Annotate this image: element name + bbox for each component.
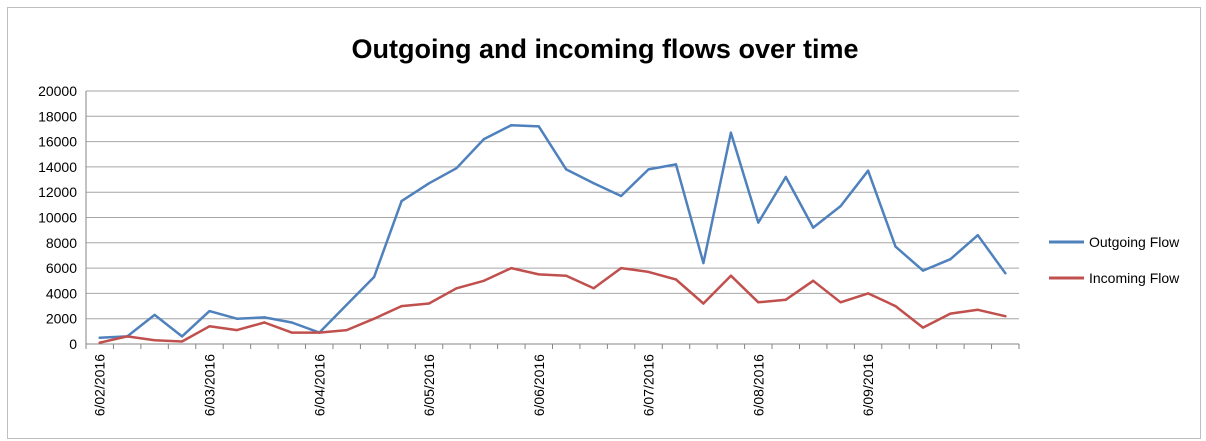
data-point: [153, 313, 156, 317]
data-point: [565, 274, 568, 277]
data-point: [592, 287, 595, 290]
data-point: [757, 221, 760, 224]
x-tick-label: 6/08/2016: [750, 354, 766, 416]
data-point: [1004, 314, 1007, 318]
data-point: [811, 226, 815, 229]
data-point: [592, 182, 595, 185]
data-point: [1004, 271, 1007, 275]
data-point: [894, 245, 897, 248]
data-point: [976, 234, 980, 237]
data-point: [482, 137, 486, 141]
data-point: [510, 123, 513, 127]
data-point: [455, 166, 458, 170]
data-point: [784, 175, 787, 179]
y-tick-label: 20000: [38, 83, 77, 99]
data-point: [647, 270, 650, 274]
legend: Outgoing Flow Incoming Flow: [1049, 234, 1180, 286]
line-chart: Outgoing and incoming flows over time 0 2…: [38, 34, 1180, 416]
data-point: [729, 131, 733, 134]
data-point: [180, 335, 184, 338]
data-point: [125, 335, 129, 338]
data-point: [345, 303, 348, 306]
data-point: [263, 316, 266, 319]
series-line-outgoing: [98, 123, 1007, 339]
data-point: [263, 321, 266, 324]
data-point: [674, 163, 678, 166]
data-point: [153, 339, 156, 342]
data-point: [839, 301, 842, 304]
y-tick-label: 14000: [38, 159, 77, 175]
chart-frame: Outgoing and incoming flows over time 0 2…: [7, 7, 1201, 439]
data-point: [318, 331, 321, 334]
data-point: [427, 182, 431, 185]
data-point: [757, 301, 760, 304]
y-tick-label: 12000: [38, 184, 77, 200]
y-tick-label: 6000: [46, 260, 77, 276]
data-point: [400, 304, 403, 308]
data-point: [345, 328, 348, 332]
data-point: [537, 273, 540, 276]
data-point: [427, 302, 431, 305]
x-axis: 6/02/2016 6/03/2016 6/04/2016 6/05/2016 6/06…: [85, 343, 1020, 416]
y-tick-label: 4000: [46, 285, 77, 301]
x-tick-label: 6/05/2016: [421, 354, 437, 416]
y-tick-label: 16000: [38, 134, 77, 150]
data-point: [290, 331, 294, 334]
data-point: [98, 341, 101, 344]
y-tick-label: 0: [69, 336, 77, 352]
data-point: [372, 317, 376, 320]
data-point: [729, 274, 733, 277]
data-point: [702, 302, 705, 305]
data-point: [619, 266, 623, 270]
series-line-incoming: [98, 266, 1007, 344]
data-point: [949, 258, 952, 261]
data-point: [894, 304, 897, 308]
y-tick-label: 10000: [38, 210, 77, 226]
data-point: [510, 266, 513, 270]
y-tick-label: 2000: [46, 311, 77, 327]
x-tick-label: 6/02/2016: [92, 354, 108, 416]
legend-label: Outgoing Flow: [1089, 234, 1180, 250]
data-point: [372, 275, 376, 279]
chart-title: Outgoing and incoming flows over time: [351, 34, 858, 64]
data-point: [866, 292, 870, 295]
x-tick-label: 6/06/2016: [531, 354, 547, 416]
data-point: [702, 261, 705, 265]
data-point: [482, 279, 486, 282]
x-tick-label: 6/03/2016: [201, 354, 217, 416]
data-point: [208, 309, 211, 313]
x-tick-label: 6/09/2016: [860, 354, 876, 416]
y-tick-label: 18000: [38, 108, 77, 124]
data-point: [866, 169, 870, 172]
data-point: [784, 298, 787, 301]
data-point: [180, 340, 184, 343]
gridlines: [86, 90, 1019, 345]
y-axis: 0 2000 4000 6000 8000 10000 12000 14000 16000 180…: [38, 83, 87, 352]
data-point: [235, 328, 239, 332]
data-point: [647, 168, 650, 171]
data-point: [208, 325, 211, 328]
data-point: [235, 317, 239, 320]
data-point: [839, 204, 842, 208]
data-point: [400, 199, 403, 203]
x-tick-label: 6/04/2016: [311, 354, 327, 416]
series-lines: [98, 123, 1007, 344]
data-point: [98, 336, 101, 339]
data-point: [455, 287, 458, 290]
data-point: [674, 278, 678, 281]
data-point: [565, 168, 568, 171]
data-point: [537, 125, 540, 128]
data-point: [290, 321, 294, 324]
data-point: [976, 308, 980, 312]
data-point: [949, 312, 952, 315]
y-tick-label: 8000: [46, 235, 77, 251]
data-point: [619, 194, 623, 198]
x-tick-label: 6/07/2016: [641, 354, 657, 416]
legend-label: Incoming Flow: [1089, 270, 1180, 286]
data-point: [921, 269, 925, 272]
data-point: [811, 279, 815, 282]
data-point: [921, 326, 925, 329]
